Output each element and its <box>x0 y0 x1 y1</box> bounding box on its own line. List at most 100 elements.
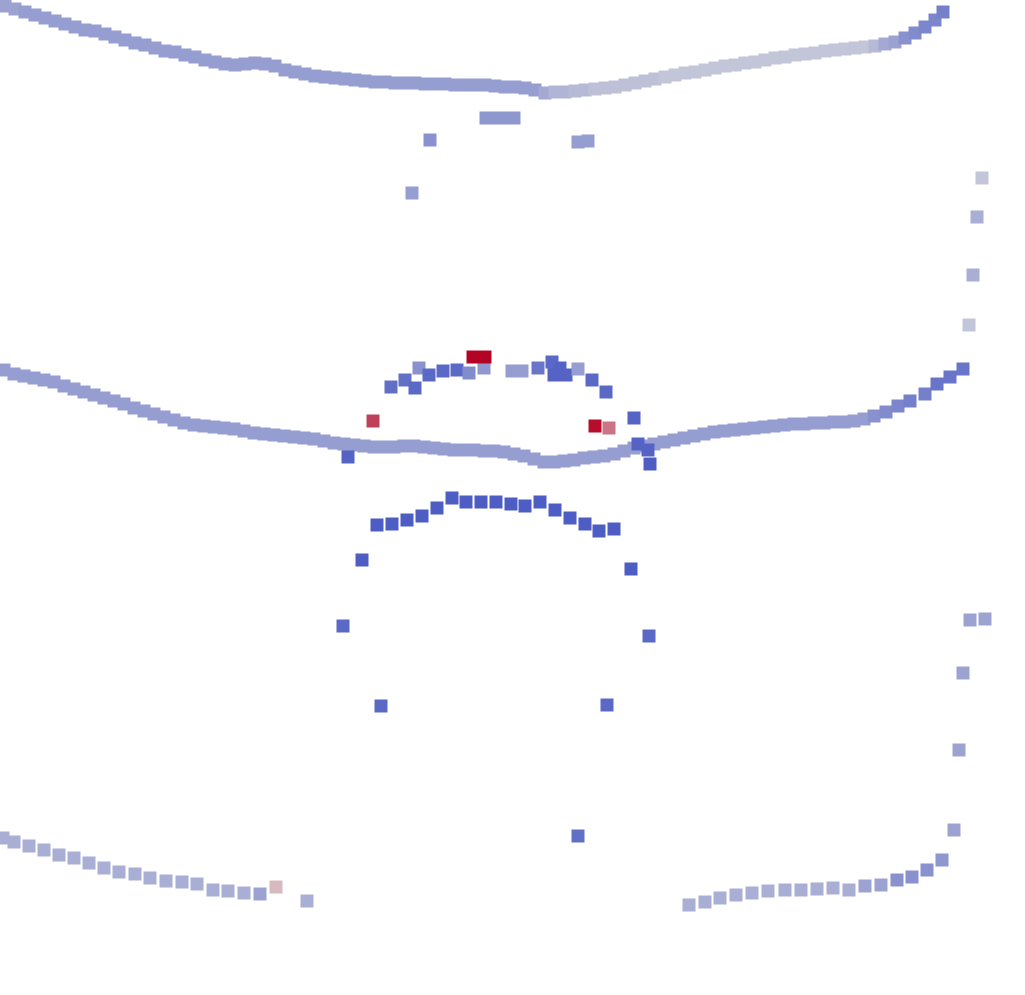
scatter-point-s0-p75 <box>748 55 762 69</box>
scatter-point-s3-p79 <box>787 417 801 431</box>
scatter-point-s0-p28 <box>278 63 292 77</box>
scatter-point-s6-p4 <box>341 450 355 464</box>
scatter-point-s1-p5 <box>571 135 585 149</box>
scatter-point-s0-p82 <box>818 44 832 58</box>
scatter-point-s3-p52 <box>517 449 531 463</box>
scatter-point-s9-p8 <box>112 865 126 879</box>
scatter-point-s0-p2 <box>18 5 32 19</box>
scatter-point-s3-p62 <box>617 444 631 458</box>
scatter-point-s4-p7 <box>462 366 476 380</box>
scatter-point-s3-p10 <box>97 391 111 405</box>
scatter-point-s0-p91 <box>908 26 922 40</box>
scatter-point-s0-p47 <box>468 78 482 92</box>
scatter-point-s0-p11 <box>108 30 122 44</box>
scatter-point-s3-p39 <box>387 440 401 454</box>
scatter-point-s8-p4 <box>947 823 961 837</box>
scatter-point-s3-p57 <box>567 453 581 467</box>
scatter-point-s5-p3 <box>602 421 616 435</box>
scatter-point-s4-p17 <box>585 373 599 387</box>
scatter-point-s0-p72 <box>718 59 732 73</box>
scatter-point-s3-p42 <box>417 440 431 454</box>
scatter-point-s0-p7 <box>68 20 82 34</box>
scatter-point-s0-p27 <box>268 59 282 73</box>
scatter-point-s3-p4 <box>37 373 51 387</box>
scatter-point-s3-p32 <box>317 434 331 448</box>
scatter-point-s0-p55 <box>548 85 562 99</box>
scatter-point-s0-p88 <box>878 37 892 51</box>
scatter-point-s9-p12 <box>175 875 189 889</box>
scatter-point-s0-p34 <box>338 72 352 86</box>
scatter-point-s3-p66 <box>657 435 671 449</box>
scatter-point-s0-p13 <box>128 36 142 50</box>
scatter-point-s3-p86 <box>857 412 871 426</box>
scatter-point-s0-p39 <box>388 76 402 90</box>
scatter-point-s3-p35 <box>347 438 361 452</box>
scatter-point-s3-p77 <box>767 419 781 433</box>
scatter-point-s3-p8 <box>77 385 91 399</box>
scatter-point-s3-p80 <box>797 417 811 431</box>
scatter-point-s8-p11 <box>842 883 856 897</box>
scatter-point-s9-p9 <box>128 867 142 881</box>
scatter-point-s0-p83 <box>828 43 842 57</box>
scatter-point-s0-p50 <box>498 80 512 94</box>
scatter-point-s4-p14 <box>559 368 573 382</box>
scatter-point-s7-p12 <box>548 503 562 517</box>
scatter-point-s9-p2 <box>22 839 36 853</box>
scatter-point-s0-p10 <box>98 27 112 41</box>
scatter-point-s3-p47 <box>467 443 481 457</box>
scatter-point-s0-p33 <box>328 71 342 85</box>
scatter-point-s0-p79 <box>788 48 802 62</box>
scatter-point-s0-p80 <box>798 47 812 61</box>
scatter-point-s3-p89 <box>891 399 905 413</box>
scatter-point-s2-p2 <box>966 268 980 282</box>
scatter-point-s3-p43 <box>427 441 441 455</box>
scatter-point-s2-p1 <box>970 210 984 224</box>
scatter-point-s3-p2 <box>17 369 31 383</box>
scatter-point-s2-p3 <box>962 318 976 332</box>
scatter-point-s3-p44 <box>437 442 451 456</box>
scatter-point-s0-p35 <box>348 73 362 87</box>
scatter-point-s0-p3 <box>28 8 42 22</box>
scatter-point-s3-p73 <box>727 423 741 437</box>
scatter-point-s0-p58 <box>578 83 592 97</box>
scatter-point-s9-p16 <box>237 886 251 900</box>
scatter-point-s6-p1 <box>631 437 645 451</box>
scatter-point-s3-p19 <box>187 418 201 432</box>
scatter-point-s8-p5 <box>935 853 949 867</box>
scatter-point-s3-p6 <box>57 379 71 393</box>
scatter-point-s9-p19 <box>300 894 314 908</box>
scatter-point-s0-p25 <box>248 56 262 70</box>
scatter-point-s5-p4 <box>366 414 380 428</box>
scatter-point-s3-p76 <box>757 420 771 434</box>
scatter-point-s0-p92 <box>918 20 932 34</box>
scatter-point-s3-p38 <box>377 440 391 454</box>
scatter-point-s7-p15 <box>592 524 606 538</box>
scatter-point-s0-p59 <box>588 82 602 96</box>
scatter-point-s0-p23 <box>228 58 242 72</box>
scatter-point-s8-p21 <box>682 898 696 912</box>
scatter-point-s7-p16 <box>607 522 621 536</box>
scatter-point-s7-p14 <box>578 517 592 531</box>
scatter-point-s0-p32 <box>318 70 332 84</box>
scatter-point-s0-p1 <box>8 2 22 16</box>
scatter-point-s3-p84 <box>837 415 851 429</box>
scatter-point-s7-p4 <box>430 501 444 515</box>
scatter-point-s3-p51 <box>507 447 521 461</box>
scatter-point-s6-p0 <box>627 411 641 425</box>
scatter-point-s9-p7 <box>97 861 111 875</box>
scatter-point-s3-p15 <box>147 407 161 421</box>
scatter-point-s0-p69 <box>688 65 702 79</box>
scatter-point-s2-p0 <box>975 171 989 185</box>
scatter-point-s4-p9 <box>505 364 519 378</box>
scatter-point-s9-p0 <box>0 831 10 845</box>
scatter-point-s8-p20 <box>698 895 712 909</box>
scatter-point-s0-p29 <box>288 65 302 79</box>
scatter-point-s7-p13 <box>563 511 577 525</box>
scatter-point-s5-p1 <box>478 350 492 364</box>
scatter-point-s3-p61 <box>607 447 621 461</box>
scatter-point-s3-p69 <box>687 429 701 443</box>
scatter-point-s0-p36 <box>358 74 372 88</box>
scatter-point-s3-p0 <box>0 363 11 377</box>
scatter-point-s3-p12 <box>117 397 131 411</box>
